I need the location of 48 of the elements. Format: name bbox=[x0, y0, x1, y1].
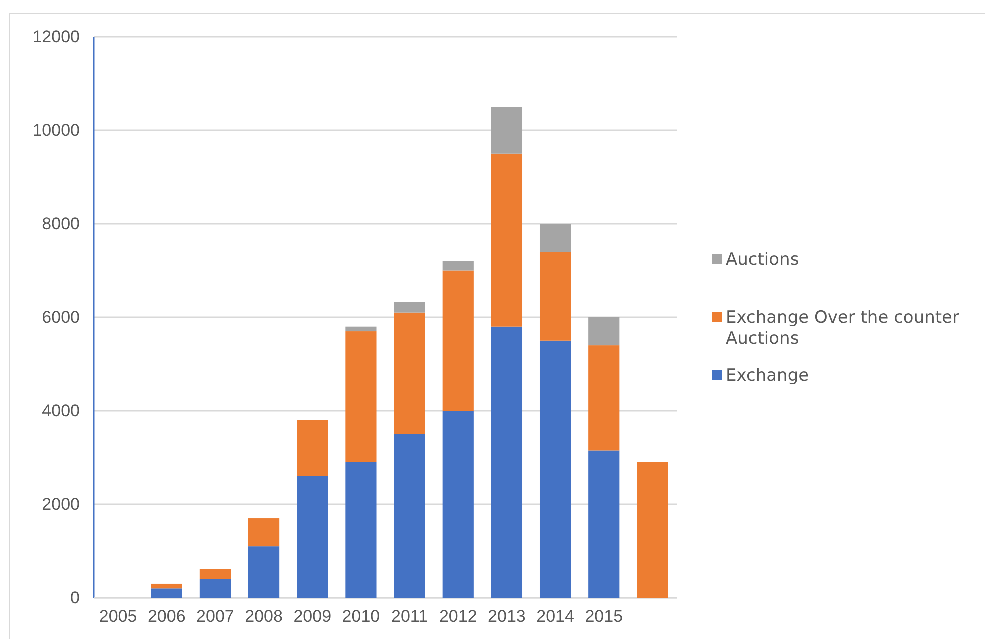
y-tick-label: 4000 bbox=[42, 401, 80, 420]
x-tick-label: 2005 bbox=[99, 607, 138, 626]
legend-label: Auctions bbox=[726, 250, 800, 270]
bar bbox=[540, 224, 572, 252]
bar bbox=[151, 584, 182, 589]
bar bbox=[442, 270, 474, 411]
y-tick-label: 2000 bbox=[42, 494, 80, 514]
x-tick-label: 2014 bbox=[536, 607, 574, 626]
bar bbox=[540, 252, 572, 341]
y-tick-label: 8000 bbox=[42, 214, 80, 234]
y-tick-label: 12000 bbox=[32, 27, 80, 46]
y-tick-label: 0 bbox=[70, 588, 80, 608]
bar bbox=[297, 420, 328, 476]
x-tick-label: 2015 bbox=[585, 607, 624, 626]
bar bbox=[297, 476, 328, 598]
legend-label: Exchange Over the counter Auctions bbox=[726, 308, 960, 349]
legend-label: Exchange bbox=[726, 366, 810, 386]
bar bbox=[346, 326, 377, 332]
x-tick-label: 2012 bbox=[439, 607, 478, 626]
x-tick-label: 2006 bbox=[148, 607, 186, 626]
bar bbox=[637, 462, 668, 598]
bar bbox=[588, 450, 620, 598]
bar bbox=[394, 434, 426, 598]
bar bbox=[200, 579, 232, 598]
x-tick-label: 2011 bbox=[392, 607, 428, 626]
bar bbox=[491, 154, 523, 327]
x-tick-label: 2009 bbox=[294, 607, 332, 626]
bar bbox=[200, 569, 232, 580]
y-tick-label: 6000 bbox=[42, 308, 80, 327]
bar bbox=[346, 332, 377, 462]
bar bbox=[248, 518, 280, 547]
x-tick-label: 2010 bbox=[342, 607, 380, 626]
bar bbox=[442, 411, 474, 598]
bar bbox=[151, 588, 182, 598]
bar bbox=[442, 261, 474, 271]
bar bbox=[540, 340, 572, 598]
bar bbox=[346, 462, 377, 598]
x-tick-label: 2008 bbox=[245, 607, 283, 626]
bar bbox=[588, 346, 620, 451]
bar bbox=[394, 312, 426, 434]
bar bbox=[491, 107, 523, 154]
y-tick-label: 10000 bbox=[32, 120, 80, 140]
bar bbox=[394, 302, 426, 313]
bar bbox=[588, 318, 620, 346]
bar bbox=[491, 326, 523, 598]
x-tick-label: 2007 bbox=[196, 607, 234, 626]
x-tick-label: 2013 bbox=[488, 607, 526, 626]
bar bbox=[248, 546, 280, 598]
